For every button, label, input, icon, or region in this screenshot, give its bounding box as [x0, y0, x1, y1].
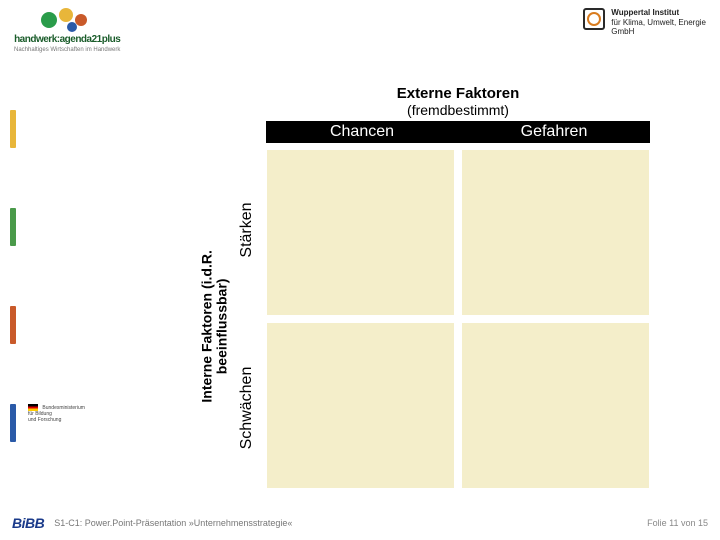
- accent-bar: [10, 110, 16, 148]
- sponsor-block: Bundesministerium für Bildung und Forsch…: [28, 404, 85, 423]
- footer-reference: S1-C1: Power.Point-Präsentation »Unterne…: [54, 518, 292, 528]
- row-headers: Stärken Schwächen: [232, 149, 262, 489]
- external-subtitle: (fremdbestimmt): [266, 102, 650, 118]
- cell-chancen-schwaechen: [266, 322, 455, 489]
- wuppertal-logo: Wuppertal Institut für Klima, Umwelt, En…: [583, 8, 706, 37]
- slide-header: handwerk:agenda21plus Nachhaltiges Wirts…: [0, 0, 720, 78]
- row-staerken: Stärken: [238, 150, 256, 310]
- col-gefahren: Gefahren: [458, 121, 650, 143]
- cell-gefahren-staerken: [461, 149, 650, 316]
- internal-title: Interne Faktoren (i.d.R. beeinflussbar): [200, 206, 231, 446]
- external-factors-header: Externe Faktoren (fremdbestimmt): [266, 85, 650, 118]
- cell-chancen-staerken: [266, 149, 455, 316]
- germany-flag-icon: [28, 404, 38, 411]
- agenda21-logo: handwerk:agenda21plus Nachhaltiges Wirts…: [14, 8, 120, 53]
- sponsor-line: und Forschung: [28, 417, 61, 423]
- accent-bar: [10, 404, 16, 442]
- slide-footer: BiBB S1-C1: Power.Point-Präsentation »Un…: [0, 512, 720, 534]
- agenda21-logo-text: handwerk:agenda21plus: [14, 34, 120, 45]
- accent-bar: [10, 306, 16, 344]
- bibb-logo: BiBB: [12, 515, 44, 531]
- sponsor-line: Bundesministerium: [42, 405, 85, 411]
- column-headers: Chancen Gefahren: [266, 121, 650, 143]
- left-accent-bars: [10, 110, 16, 442]
- wuppertal-icon: [583, 8, 605, 30]
- wuppertal-text: Wuppertal Institut für Klima, Umwelt, En…: [611, 8, 706, 37]
- agenda21-logo-sub: Nachhaltiges Wirtschaften im Handwerk: [14, 47, 120, 53]
- wuppertal-line1: Wuppertal Institut: [611, 8, 679, 17]
- wuppertal-line2: für Klima, Umwelt, Energie: [611, 18, 706, 27]
- col-chancen: Chancen: [266, 121, 458, 143]
- cell-gefahren-schwaechen: [461, 322, 650, 489]
- row-schwaechen: Schwächen: [238, 328, 256, 488]
- internal-factors-header: Interne Faktoren (i.d.R. beeinflussbar): [200, 189, 230, 449]
- slide-number: Folie 11 von 15: [647, 518, 708, 528]
- external-title: Externe Faktoren: [266, 85, 650, 102]
- swot-cells: [266, 149, 650, 489]
- footer-left: BiBB S1-C1: Power.Point-Präsentation »Un…: [12, 515, 292, 531]
- accent-bar: [10, 208, 16, 246]
- wuppertal-line3: GmbH: [611, 27, 634, 36]
